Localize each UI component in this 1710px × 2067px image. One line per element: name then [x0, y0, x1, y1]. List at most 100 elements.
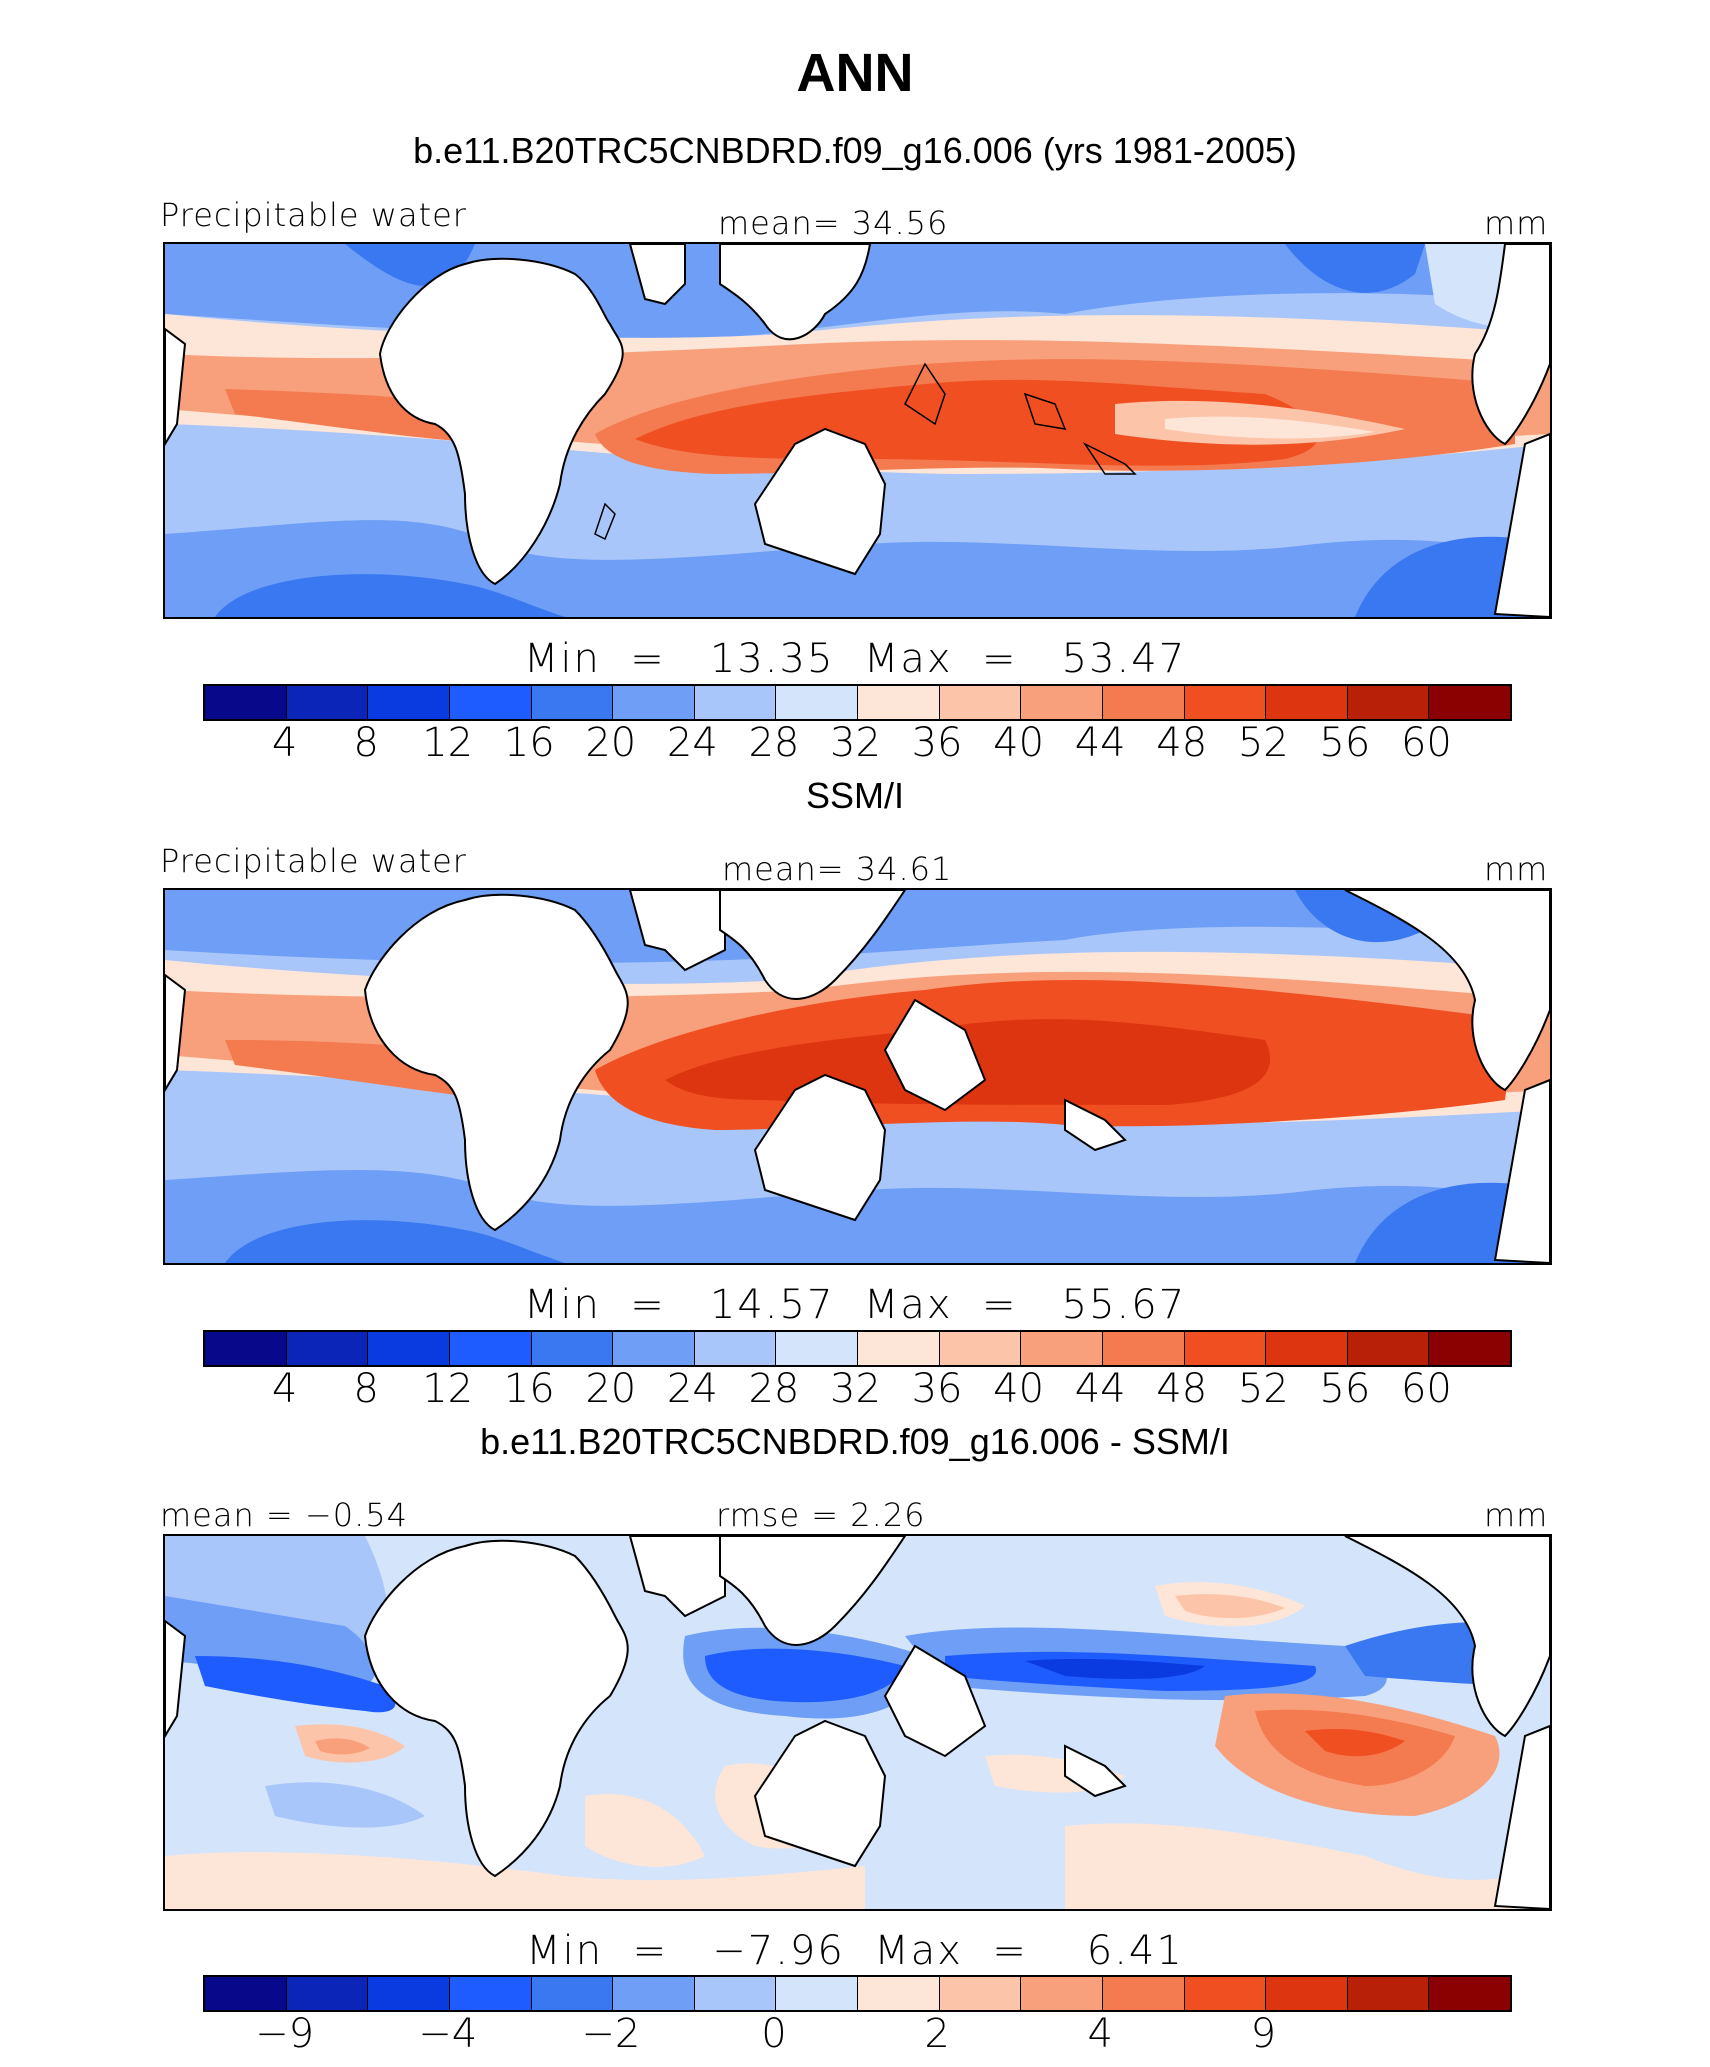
- panel-2-unit-label: mm: [1484, 850, 1549, 888]
- colorbar-tick-label: 32: [830, 720, 881, 766]
- panel-1-unit-label: mm: [1484, 204, 1549, 242]
- colorbar-tick-label: 36: [911, 720, 963, 766]
- colorbar-swatch: [1347, 1332, 1430, 1365]
- colorbar-tick-label: 60: [1400, 1366, 1452, 1412]
- colorbar-tick-label: 4: [1087, 2011, 1113, 2057]
- panel-3-minmax: Min = −7.96 Max = 6.41: [526, 1928, 1184, 1974]
- colorbar-swatch: [776, 1332, 858, 1365]
- colorbar-tick-label: 48: [1156, 720, 1208, 766]
- colorbar-tick-label: 28: [748, 720, 800, 766]
- colorbar-tick-label: 8: [353, 720, 379, 766]
- colorbar-swatch: [1021, 1977, 1103, 2010]
- colorbar-swatch: [531, 1977, 614, 2010]
- colorbar-swatch: [613, 686, 695, 719]
- colorbar-tick-label: 4: [271, 1366, 298, 1412]
- colorbar-swatch: [694, 1332, 777, 1365]
- colorbar-tick-label: 60: [1400, 720, 1452, 766]
- colorbar-tick-label: 40: [993, 720, 1045, 766]
- panel-1-map: [163, 242, 1552, 619]
- colorbar-tick-label: 36: [911, 1366, 963, 1412]
- panel-3-mean-label: mean = −0.54: [160, 1496, 408, 1534]
- colorbar-tick-label: 8: [353, 1366, 379, 1412]
- panel-1-mean-label: mean= 34.56: [718, 204, 949, 242]
- colorbar-tick-label: 12: [422, 1366, 474, 1412]
- colorbar-swatch: [613, 1977, 695, 2010]
- colorbar-swatch: [449, 1332, 532, 1365]
- panel-1-colorbar: [203, 684, 1512, 721]
- panel-3-rmse-label: rmse = 2.26: [716, 1496, 926, 1534]
- panel-3-continents: [165, 1536, 1550, 1909]
- panel-1-minmax: Min = 13.35 Max = 53.47: [523, 636, 1187, 682]
- colorbar-swatch: [1429, 1332, 1510, 1365]
- colorbar-swatch: [694, 1977, 777, 2010]
- colorbar-tick-label: 4: [271, 720, 298, 766]
- colorbar-tick-label: −2: [581, 2011, 641, 2057]
- panel-3-unit-label: mm: [1484, 1496, 1549, 1534]
- panel-1-variable-label: Precipitable water: [160, 196, 467, 234]
- colorbar-swatch: [205, 686, 287, 719]
- colorbar-swatch: [1184, 1977, 1267, 2010]
- colorbar-tick-label: −9: [255, 2011, 315, 2057]
- colorbar-swatch: [1184, 686, 1267, 719]
- colorbar-swatch: [449, 686, 532, 719]
- colorbar-swatch: [205, 1977, 287, 2010]
- colorbar-swatch: [613, 1332, 695, 1365]
- colorbar-swatch: [1102, 1977, 1185, 2010]
- colorbar-swatch: [1021, 686, 1103, 719]
- colorbar-swatch: [1266, 1977, 1348, 2010]
- colorbar-tick-label: 9: [1250, 2011, 1277, 2057]
- colorbar-swatch: [1266, 1332, 1348, 1365]
- colorbar-tick-label: 20: [585, 720, 637, 766]
- colorbar-tick-label: 52: [1237, 1366, 1289, 1412]
- panel-3-colorbar-ticks: −9 −4 −2 0 2 4 9: [203, 2011, 1508, 2061]
- colorbar-swatch: [776, 686, 858, 719]
- colorbar-tick-label: −4: [418, 2011, 478, 2057]
- colorbar-tick-label: 20: [585, 1366, 637, 1412]
- colorbar-swatch: [1102, 1332, 1185, 1365]
- colorbar-tick-label: 44: [1074, 720, 1126, 766]
- colorbar-swatch: [286, 1332, 369, 1365]
- colorbar-tick-label: 12: [422, 720, 474, 766]
- colorbar-swatch: [531, 686, 614, 719]
- colorbar-tick-label: 52: [1237, 720, 1289, 766]
- colorbar-tick-label: 2: [924, 2011, 950, 2057]
- panel-3-map: [163, 1534, 1552, 1911]
- colorbar-tick-label: 44: [1074, 1366, 1126, 1412]
- colorbar-swatch: [368, 686, 450, 719]
- colorbar-swatch: [858, 1977, 940, 2010]
- colorbar-swatch: [858, 686, 940, 719]
- figure-title: ANN: [796, 43, 914, 103]
- colorbar-swatch: [939, 1977, 1022, 2010]
- panel-2-variable-label: Precipitable water: [160, 842, 467, 880]
- colorbar-swatch: [286, 686, 369, 719]
- colorbar-tick-label: 16: [503, 720, 555, 766]
- colorbar-swatch: [1021, 1332, 1103, 1365]
- colorbar-tick-label: 48: [1156, 1366, 1208, 1412]
- panel-2-title: SSM/I: [805, 775, 904, 816]
- panel-1-islands: [594, 362, 1137, 541]
- colorbar-swatch: [205, 1332, 287, 1365]
- colorbar-swatch: [1429, 686, 1510, 719]
- colorbar-tick-label: 24: [666, 1366, 718, 1412]
- panel-1-continents: [165, 244, 1550, 617]
- panel-2-mean-label: mean= 34.61: [722, 850, 953, 888]
- panel-1-title: b.e11.B20TRC5CNBDRD.f09_g16.006 (yrs 198…: [413, 130, 1297, 171]
- colorbar-swatch: [1429, 1977, 1510, 2010]
- colorbar-swatch: [286, 1977, 369, 2010]
- colorbar-swatch: [1266, 686, 1348, 719]
- colorbar-swatch: [776, 1977, 858, 2010]
- colorbar-tick-label: 28: [748, 1366, 800, 1412]
- colorbar-swatch: [368, 1332, 450, 1365]
- panel-2-minmax: Min = 14.57 Max = 55.67: [523, 1282, 1187, 1328]
- colorbar-swatch: [1102, 686, 1185, 719]
- panel-1-colorbar-ticks: 4 8 12 16 20 24 28 32 36 40 44 48 52 56 60: [203, 720, 1508, 770]
- colorbar-swatch: [1347, 1977, 1430, 2010]
- panel-3-colorbar: [203, 1975, 1512, 2012]
- colorbar-tick-label: 56: [1319, 720, 1371, 766]
- panel-2-continents: [165, 890, 1550, 1263]
- panel-2-colorbar-ticks: 4 8 12 16 20 24 28 32 36 40 44 48 52 56 60: [203, 1366, 1508, 1416]
- panel-2-colorbar: [203, 1330, 1512, 1367]
- colorbar-swatch: [939, 1332, 1022, 1365]
- panel-3-title: b.e11.B20TRC5CNBDRD.f09_g16.006 - SSM/I: [480, 1421, 1230, 1462]
- colorbar-swatch: [858, 1332, 940, 1365]
